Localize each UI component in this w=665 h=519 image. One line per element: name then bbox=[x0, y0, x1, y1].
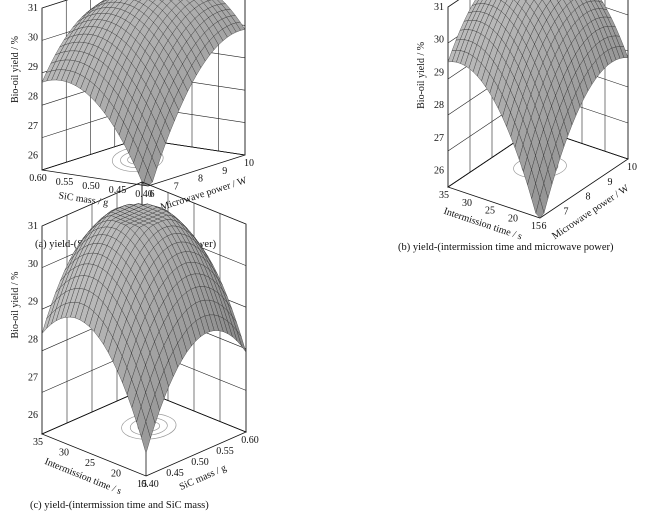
gridline bbox=[41, 0, 69, 9]
z-tick-label: 26 bbox=[28, 410, 38, 421]
x-tick-label: 0.45 bbox=[166, 468, 184, 479]
y-tick-label: 0.55 bbox=[56, 177, 74, 188]
y-tick-label: 30 bbox=[462, 198, 472, 209]
x-tick-label: 0.40 bbox=[141, 479, 159, 490]
z-tick-label: 30 bbox=[434, 35, 444, 46]
z-tick-label: 29 bbox=[28, 62, 38, 73]
y-tick-label: 0.45 bbox=[109, 185, 127, 196]
y-tick-label: 35 bbox=[33, 437, 43, 448]
y-tick-label: 15 bbox=[137, 479, 147, 490]
y-tick-label: 20 bbox=[508, 213, 518, 224]
y-tick-label: 15 bbox=[531, 221, 541, 232]
y-tick-label: 0.50 bbox=[82, 181, 100, 192]
z-tick-label: 28 bbox=[28, 334, 38, 345]
z-tick-label: 30 bbox=[28, 259, 38, 270]
surface-mesh bbox=[447, 0, 629, 219]
y-tick-label: 0.60 bbox=[29, 173, 47, 184]
y-tick-label: 35 bbox=[439, 190, 449, 201]
z-tick-label: 28 bbox=[434, 100, 444, 111]
chart-caption: (c) yield-(intermission time and SiC mas… bbox=[30, 500, 209, 511]
surface-mesh bbox=[41, 203, 247, 455]
x-tick-label: 9 bbox=[608, 177, 613, 188]
chart-caption: (b) yield-(intermission time and microwa… bbox=[398, 242, 614, 253]
y-tick-label: 0.40 bbox=[135, 189, 153, 200]
chart-panel-b: 26 27 28 29 30 31 Bio-oil yield / % 6 7 8 9 10 Micro… bbox=[398, 0, 637, 253]
y-tick-label: 30 bbox=[59, 448, 69, 459]
x-tick-label: 6 bbox=[542, 221, 547, 232]
surface-mesh bbox=[41, 0, 246, 187]
surface-cell bbox=[159, 0, 164, 2]
surface-cell bbox=[535, 197, 545, 219]
x-tick-label: 0.50 bbox=[191, 457, 209, 468]
x-tick-label: 7 bbox=[564, 206, 569, 217]
surface-cell bbox=[142, 170, 153, 187]
x-tick-label: 10 bbox=[627, 162, 637, 173]
surface-cell bbox=[556, 0, 562, 3]
z-tick-label: 27 bbox=[28, 121, 38, 132]
z-tick-label: 27 bbox=[434, 133, 444, 144]
z-tick-label: 31 bbox=[28, 3, 38, 14]
x-axis-label: Microwave power / W bbox=[550, 182, 631, 242]
z-tick-label: 29 bbox=[28, 297, 38, 308]
z-tick-label: 29 bbox=[434, 67, 444, 78]
z-tick-label: 26 bbox=[28, 150, 38, 161]
y-tick-label: 20 bbox=[111, 469, 121, 480]
x-tick-label: 7 bbox=[174, 181, 179, 192]
z-tick-label: 27 bbox=[28, 372, 38, 383]
x-tick-label: 0.60 bbox=[241, 435, 259, 446]
x-tick-label: 8 bbox=[586, 192, 591, 203]
z-tick-label: 31 bbox=[434, 2, 444, 13]
y-tick-label: 25 bbox=[485, 206, 495, 217]
z-tick-label: 26 bbox=[434, 166, 444, 177]
chart-panel-c: 26 27 28 29 30 31 Bio-oil yield / % 0.40 0.45 0.5… bbox=[10, 181, 259, 511]
z-tick-label: 30 bbox=[28, 32, 38, 43]
z-axis-label: Bio-oil yield / % bbox=[10, 36, 21, 103]
z-tick-label: 31 bbox=[28, 221, 38, 232]
x-tick-label: 8 bbox=[198, 174, 203, 185]
z-tick-label: 28 bbox=[28, 91, 38, 102]
y-tick-label: 25 bbox=[85, 458, 95, 469]
z-axis-label: Bio-oil yield / % bbox=[10, 272, 21, 339]
surface-cell bbox=[178, 0, 183, 2]
surface-cell bbox=[141, 421, 151, 455]
gridline bbox=[582, 0, 629, 16]
surface-cell bbox=[169, 0, 173, 2]
z-axis-label: Bio-oil yield / % bbox=[416, 42, 427, 109]
x-tick-label: 6 bbox=[150, 189, 155, 200]
x-tick-label: 0.55 bbox=[216, 446, 234, 457]
x-tick-label: 10 bbox=[244, 158, 254, 169]
x-tick-label: 9 bbox=[222, 166, 227, 177]
